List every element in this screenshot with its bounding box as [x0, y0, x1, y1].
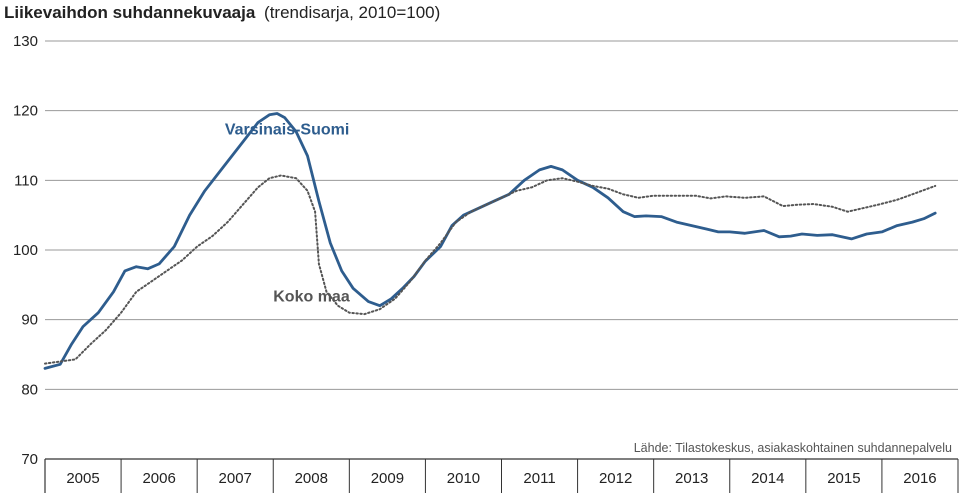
chart-subtitle: (trendisarja, 2010=100) — [264, 3, 440, 22]
y-tick-label: 70 — [21, 451, 38, 468]
y-tick-label: 120 — [13, 103, 38, 120]
chart-title-group: Liikevaihdon suhdannekuvaaja (trendisarj… — [4, 3, 440, 22]
x-tick-label: 2011 — [523, 470, 555, 487]
y-tick-label: 130 — [13, 33, 38, 50]
y-tick-label: 80 — [21, 381, 38, 398]
x-tick-label: 2016 — [903, 470, 936, 487]
y-tick-label: 110 — [14, 172, 38, 189]
x-tick-label: 2013 — [675, 470, 708, 487]
series-lines — [43, 112, 937, 370]
series-label: Varsinais-Suomi — [225, 121, 350, 138]
y-tick-label: 90 — [21, 312, 38, 329]
x-tick-label: 2010 — [447, 470, 480, 487]
y-axis: 70 80 90 100 110 120 130 — [13, 33, 38, 468]
series-line-koko-maa — [44, 174, 937, 365]
gridlines — [45, 40, 958, 460]
x-tick-label: 2009 — [371, 470, 404, 487]
series-label: Koko maa — [273, 289, 350, 306]
x-tick-label: 2005 — [66, 470, 99, 487]
x-tick-label: 2015 — [827, 470, 860, 487]
x-axis: 2005 2006 2007 2008 2009 2010 2011 2012 2013 2014… — [44, 459, 959, 493]
series-line-varsinais-suomi — [43, 112, 937, 370]
x-tick-label: 2006 — [142, 470, 175, 487]
x-tick-label: 2014 — [751, 470, 784, 487]
series-annotations: Varsinais-Suomi Koko maa — [225, 121, 350, 305]
x-tick-label: 2012 — [599, 470, 632, 487]
x-tick-label: 2008 — [295, 470, 328, 487]
source-note: Lähde: Tilastokeskus, asiakaskohtainen s… — [634, 441, 952, 455]
y-tick-label: 100 — [13, 242, 38, 259]
x-tick-label: 2007 — [219, 470, 252, 487]
chart-title: Liikevaihdon suhdannekuvaaja — [4, 3, 256, 22]
